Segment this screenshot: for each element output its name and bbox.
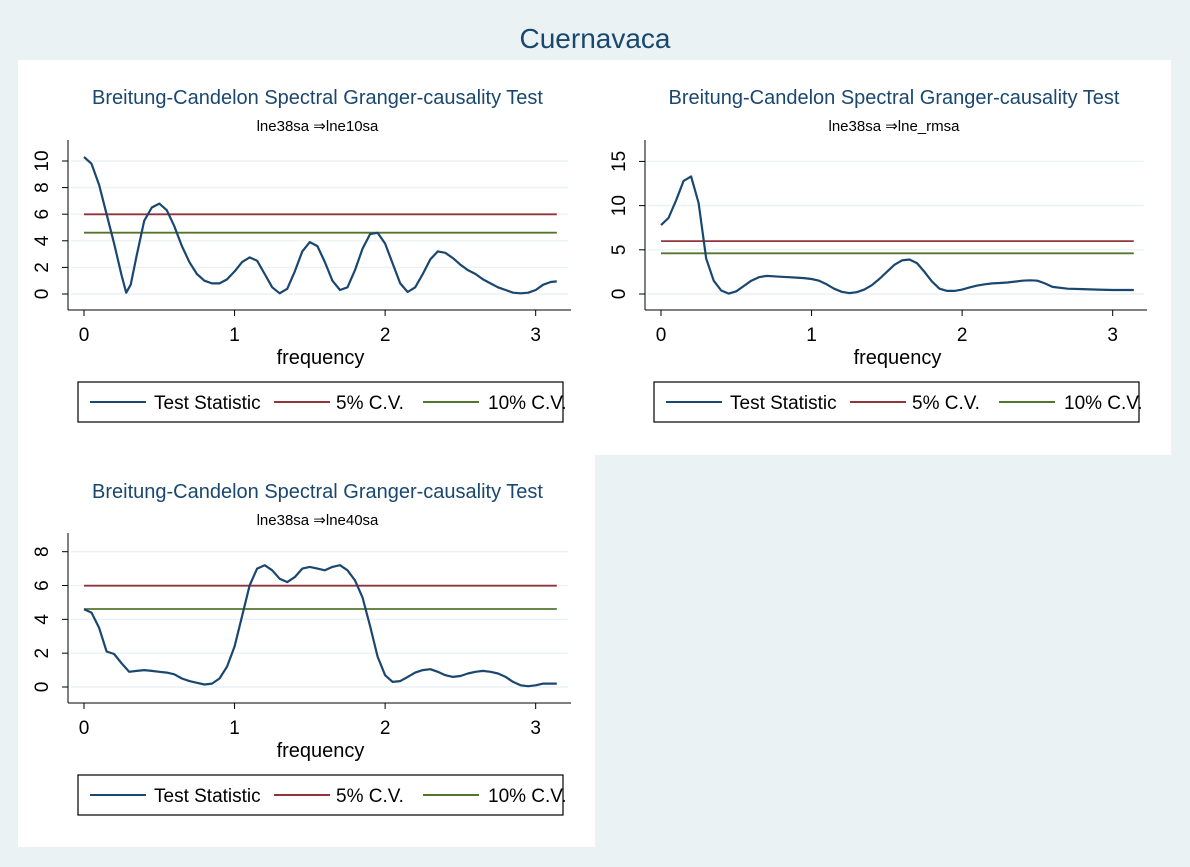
x-axis-label: frequency (854, 347, 942, 369)
panel-title: Breitung-Candelon Spectral Granger-causa… (92, 87, 543, 109)
panel-subtitle: lne38sa ⇒lne40sa (257, 512, 379, 529)
x-tick-label: 0 (656, 325, 667, 346)
x-tick-label: 3 (1107, 325, 1118, 346)
chart-panel-2: Breitung-Candelon Spectral Granger-causa… (595, 60, 1171, 455)
panel-background (18, 60, 595, 455)
legend: Test Statistic 5% C.V. 10% C.V. (653, 381, 1143, 423)
y-tick-label: 8 (32, 182, 53, 193)
x-tick-label: 2 (380, 718, 391, 739)
y-tick-label: 2 (32, 262, 53, 273)
y-tick-label: 6 (32, 209, 53, 220)
y-tick-label: 4 (32, 235, 53, 246)
series-line-test-statistic (83, 156, 557, 295)
y-tick-label: 4 (32, 614, 53, 625)
x-axis-label: frequency (277, 347, 365, 369)
legend: Test Statistic 5% C.V. 10% C.V. (77, 774, 567, 816)
y-tick-label: 0 (32, 682, 53, 693)
legend-box (653, 381, 1140, 423)
legend-label: 10% C.V. (488, 393, 567, 414)
legend-label: 10% C.V. (1064, 393, 1143, 414)
legend: Test Statistic 5% C.V. 10% C.V. (77, 381, 567, 423)
panel-subtitle: lne38sa ⇒lne_rmsa (829, 118, 961, 135)
legend-box (77, 381, 564, 423)
legend-label: Test Statistic (154, 393, 261, 414)
panel-background (18, 455, 595, 847)
main-title: Cuernavaca (520, 23, 671, 54)
panel-subtitle: lne38sa ⇒lne10sa (257, 118, 379, 135)
chart-panel-1: Breitung-Candelon Spectral Granger-causa… (18, 60, 595, 455)
y-tick-label: 0 (609, 289, 630, 300)
legend-label: 10% C.V. (488, 786, 567, 807)
panel-title: Breitung-Candelon Spectral Granger-causa… (92, 481, 543, 503)
panel-background (595, 60, 1171, 455)
x-tick-label: 3 (530, 325, 541, 346)
series-line-test-statistic (83, 564, 557, 688)
x-tick-label: 0 (79, 718, 90, 739)
y-tick-label: 0 (32, 289, 53, 300)
legend-label: 5% C.V. (336, 393, 404, 414)
panel-title: Breitung-Candelon Spectral Granger-causa… (669, 87, 1120, 109)
y-tick-label: 5 (609, 245, 630, 256)
y-tick-label: 6 (32, 580, 53, 591)
legend-box (77, 774, 564, 816)
x-tick-label: 1 (229, 325, 240, 346)
x-tick-label: 0 (79, 325, 90, 346)
y-tick-label: 10 (32, 150, 53, 171)
x-tick-label: 2 (957, 325, 968, 346)
x-tick-label: 1 (806, 325, 817, 346)
legend-label: 5% C.V. (912, 393, 980, 414)
y-tick-label: 10 (609, 195, 630, 216)
x-tick-label: 1 (229, 718, 240, 739)
x-tick-label: 3 (530, 718, 541, 739)
y-tick-label: 15 (609, 151, 630, 172)
chart-panel-3: Breitung-Candelon Spectral Granger-causa… (18, 455, 595, 847)
series-line-test-statistic (660, 175, 1134, 295)
x-axis-label: frequency (277, 740, 365, 762)
y-tick-label: 2 (32, 648, 53, 659)
legend-label: 5% C.V. (336, 786, 404, 807)
x-tick-label: 2 (380, 325, 391, 346)
y-tick-label: 8 (32, 546, 53, 557)
legend-label: Test Statistic (154, 786, 261, 807)
legend-label: Test Statistic (730, 393, 837, 414)
